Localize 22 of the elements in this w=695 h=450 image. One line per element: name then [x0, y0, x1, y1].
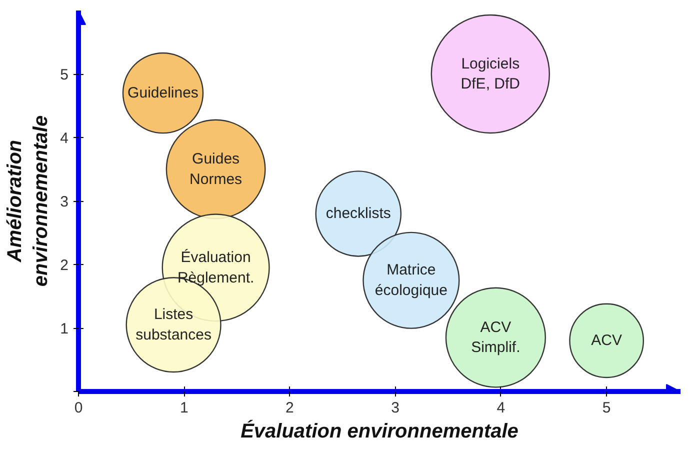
- y-axis-title: Amélioration environnementale: [4, 115, 52, 287]
- annotation: Guides Normes: [190, 150, 242, 188]
- annotation: Logiciels DfE, DfD: [460, 55, 520, 93]
- annotation: Guidelines: [128, 84, 198, 102]
- x-tick-label: 2: [286, 400, 294, 416]
- annotation: Listes substances: [136, 306, 212, 344]
- annotation: Évaluation Règlement.: [177, 248, 254, 286]
- annotation: checklists: [326, 205, 391, 222]
- annotation: ACV Simplif.: [471, 318, 520, 356]
- annotation: ACV: [591, 332, 622, 350]
- y-tick-label: 2: [60, 257, 68, 274]
- x-tick-label: 1: [180, 400, 188, 416]
- x-tick-label: 4: [496, 400, 506, 416]
- annotation: Matrice écologique: [374, 262, 448, 300]
- y-tick-label: 4: [60, 130, 68, 147]
- y-tick-label: 1: [60, 320, 68, 338]
- x-tick-label: 3: [391, 400, 400, 416]
- x-tick-label: 0: [74, 400, 83, 416]
- x-tick-label: 5: [602, 400, 611, 416]
- y-tick-label: 3: [60, 194, 68, 210]
- x-axis-title: Évaluation environnementale: [240, 420, 518, 442]
- y-tick-label: 5: [60, 66, 68, 84]
